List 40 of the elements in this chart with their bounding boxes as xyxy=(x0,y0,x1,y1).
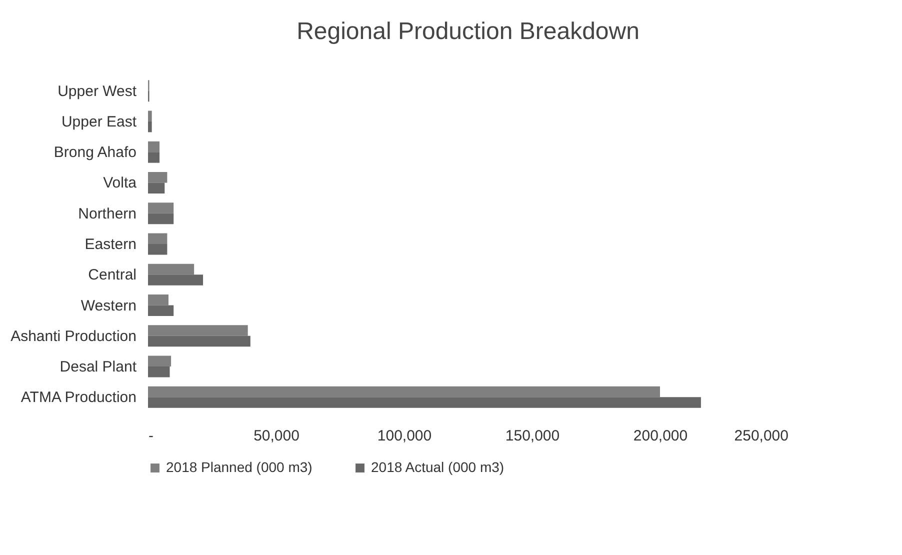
y-tick-label: Upper West xyxy=(58,82,138,100)
bar xyxy=(148,294,168,306)
legend-label: 2018 Actual (000 m3) xyxy=(371,459,504,475)
y-tick-label: Western xyxy=(80,297,136,314)
bar xyxy=(148,244,168,255)
x-tick-label: 250,000 xyxy=(734,428,788,444)
y-tick-label: Central xyxy=(88,266,136,284)
y-tick-label: Volta xyxy=(103,174,138,192)
y-tick-label: Eastern xyxy=(84,236,136,253)
legend-label: 2018 Planned (000 m3) xyxy=(166,459,312,475)
bar xyxy=(148,264,194,275)
bar xyxy=(148,121,152,132)
x-tick-label: 200,000 xyxy=(633,428,688,444)
x-tick-label: - xyxy=(148,428,154,444)
bar xyxy=(148,397,701,408)
y-tick-label: Upper East xyxy=(61,113,138,130)
x-tick-label: 50,000 xyxy=(254,428,300,444)
bar xyxy=(148,325,248,336)
x-tick-label: 100,000 xyxy=(377,428,432,444)
bar xyxy=(148,172,168,183)
bar xyxy=(148,336,250,347)
bar xyxy=(148,386,660,398)
y-tick-label: Desal Plant xyxy=(60,358,138,376)
bar xyxy=(148,305,174,316)
bar xyxy=(148,152,160,163)
bar xyxy=(148,213,174,224)
bar xyxy=(148,274,204,286)
y-tick-label: Brong Ahafo xyxy=(54,144,136,162)
y-tick-label: ATMA Production xyxy=(20,389,136,406)
bar xyxy=(148,356,172,367)
y-tick-label: Ashanti Production xyxy=(10,328,136,345)
bar xyxy=(148,110,152,122)
bar xyxy=(148,366,170,378)
bar xyxy=(148,202,174,214)
chart-title: Regional Production Breakdown xyxy=(296,18,640,45)
bar xyxy=(148,141,160,152)
bar xyxy=(148,233,168,244)
y-tick-label: Northern xyxy=(78,205,136,222)
bar xyxy=(148,182,165,194)
x-tick-label: 150,000 xyxy=(505,428,560,444)
